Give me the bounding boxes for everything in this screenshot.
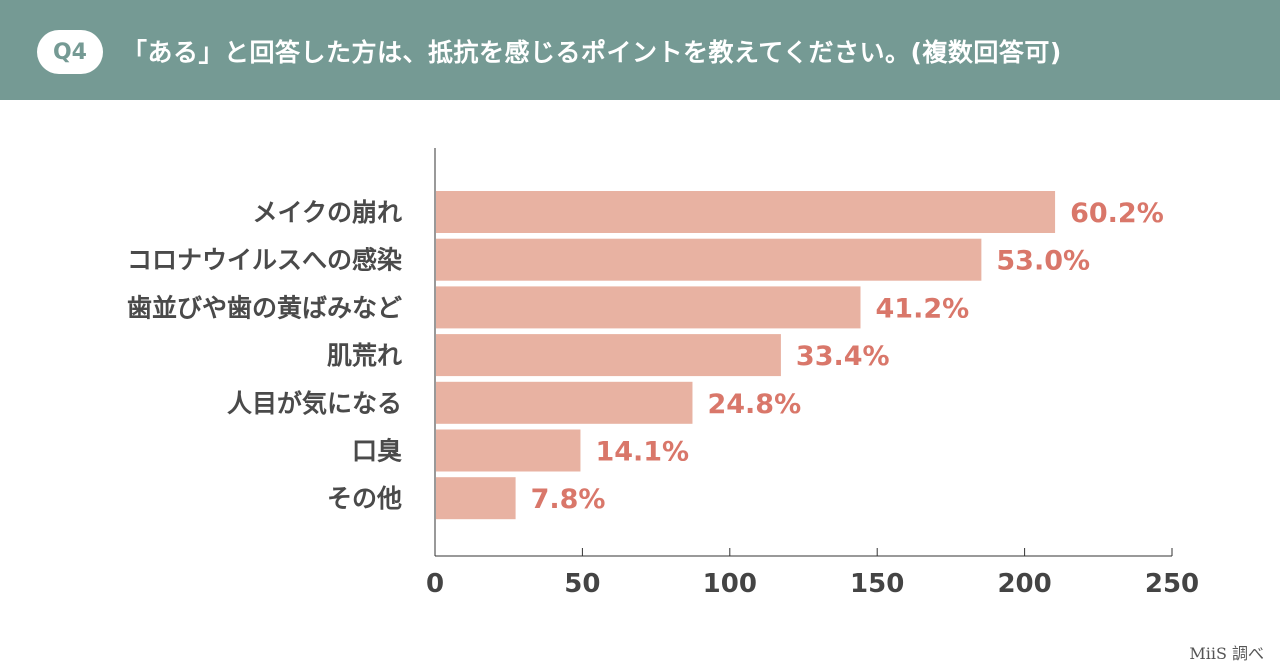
bar — [436, 477, 516, 520]
bar — [436, 238, 982, 281]
bar-chart: 0 50 100 150 200 250 メイクの崩れ 60.2% コロナウイルスへの感染 53.… — [127, 148, 1199, 599]
bar — [436, 286, 861, 329]
data-label: 53.0% — [996, 246, 1090, 277]
question-title: 「ある」と回答した方は、抵抗を感じるポイントを教えてください。(複数回答可) — [122, 38, 1062, 67]
data-label: 7.8% — [531, 484, 606, 515]
x-tick-label: 200 — [997, 569, 1051, 599]
data-label: 24.8% — [707, 389, 801, 420]
x-tick-label: 100 — [703, 569, 757, 599]
category-label: メイクの崩れ — [252, 198, 402, 227]
header-bar: Q4 「ある」と回答した方は、抵抗を感じるポイントを教えてください。(複数回答可… — [0, 0, 1280, 100]
category-label: 歯並びや歯の黄ばみなど — [127, 293, 402, 322]
category-label: その他 — [327, 484, 402, 513]
question-badge: Q4 — [37, 30, 103, 74]
x-tick-label: 150 — [850, 569, 904, 599]
bar — [436, 429, 581, 472]
x-tick-label: 0 — [426, 569, 444, 599]
data-label: 60.2% — [1070, 198, 1164, 229]
data-label: 41.2% — [876, 293, 970, 324]
category-label: 口臭 — [352, 437, 402, 466]
category-label: コロナウイルスへの感染 — [127, 246, 402, 275]
bar — [436, 334, 781, 377]
data-label: 33.4% — [796, 341, 890, 372]
bar — [436, 381, 693, 424]
x-tick-label: 250 — [1145, 569, 1199, 599]
x-tick-label: 50 — [564, 569, 600, 599]
source-credit: MiiS 調べ — [1189, 644, 1264, 663]
category-label: 人目が気になる — [227, 389, 402, 418]
bar — [436, 191, 1056, 233]
category-label: 肌荒れ — [327, 341, 402, 370]
data-label: 14.1% — [595, 437, 689, 468]
